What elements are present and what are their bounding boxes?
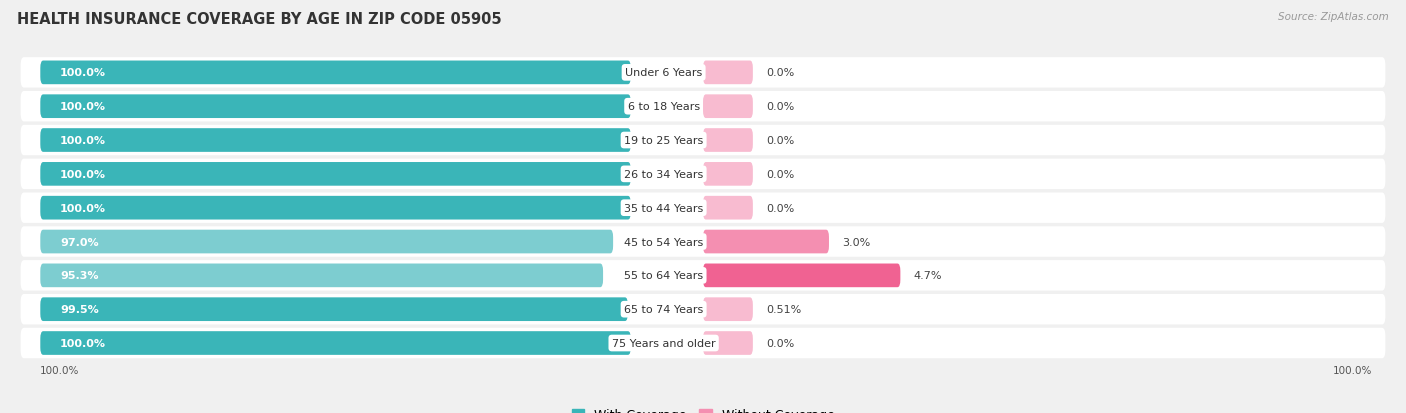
FancyBboxPatch shape [703,230,830,254]
FancyBboxPatch shape [21,227,1385,257]
Text: 19 to 25 Years: 19 to 25 Years [624,136,703,146]
FancyBboxPatch shape [21,126,1385,156]
Text: 0.51%: 0.51% [766,304,801,314]
Text: 45 to 54 Years: 45 to 54 Years [624,237,703,247]
Text: 26 to 34 Years: 26 to 34 Years [624,169,703,179]
Text: 97.0%: 97.0% [60,237,98,247]
FancyBboxPatch shape [703,331,752,355]
FancyBboxPatch shape [21,193,1385,223]
Text: 100.0%: 100.0% [60,338,105,348]
Text: 100.0%: 100.0% [60,169,105,179]
FancyBboxPatch shape [703,298,752,321]
FancyBboxPatch shape [41,230,613,254]
FancyBboxPatch shape [21,159,1385,190]
Text: 65 to 74 Years: 65 to 74 Years [624,304,703,314]
FancyBboxPatch shape [703,62,752,85]
Text: 55 to 64 Years: 55 to 64 Years [624,271,703,281]
FancyBboxPatch shape [703,95,752,119]
Text: 0.0%: 0.0% [766,68,794,78]
Text: 4.7%: 4.7% [914,271,942,281]
FancyBboxPatch shape [21,92,1385,122]
FancyBboxPatch shape [703,264,900,287]
FancyBboxPatch shape [703,196,752,220]
Text: 0.0%: 0.0% [766,102,794,112]
FancyBboxPatch shape [703,129,752,152]
FancyBboxPatch shape [41,298,628,321]
FancyBboxPatch shape [41,331,631,355]
FancyBboxPatch shape [41,62,631,85]
Text: 95.3%: 95.3% [60,271,98,281]
Text: 0.0%: 0.0% [766,136,794,146]
Text: HEALTH INSURANCE COVERAGE BY AGE IN ZIP CODE 05905: HEALTH INSURANCE COVERAGE BY AGE IN ZIP … [17,12,502,27]
FancyBboxPatch shape [41,196,631,220]
Text: 99.5%: 99.5% [60,304,98,314]
Text: 100.0%: 100.0% [60,136,105,146]
FancyBboxPatch shape [21,58,1385,88]
Text: 100.0%: 100.0% [1333,365,1372,375]
Text: 100.0%: 100.0% [60,102,105,112]
Text: 100.0%: 100.0% [41,365,80,375]
FancyBboxPatch shape [41,264,603,287]
FancyBboxPatch shape [21,328,1385,358]
Text: 0.0%: 0.0% [766,169,794,179]
FancyBboxPatch shape [41,129,631,152]
FancyBboxPatch shape [703,163,752,186]
Text: Source: ZipAtlas.com: Source: ZipAtlas.com [1278,12,1389,22]
FancyBboxPatch shape [21,294,1385,325]
Text: 35 to 44 Years: 35 to 44 Years [624,203,703,213]
FancyBboxPatch shape [41,163,631,186]
Text: Under 6 Years: Under 6 Years [626,68,702,78]
Text: 0.0%: 0.0% [766,203,794,213]
Text: 100.0%: 100.0% [60,203,105,213]
Text: 6 to 18 Years: 6 to 18 Years [627,102,700,112]
Text: 100.0%: 100.0% [60,68,105,78]
Text: 3.0%: 3.0% [842,237,870,247]
Text: 0.0%: 0.0% [766,338,794,348]
FancyBboxPatch shape [41,95,631,119]
Text: 75 Years and older: 75 Years and older [612,338,716,348]
FancyBboxPatch shape [21,261,1385,291]
Legend: With Coverage, Without Coverage: With Coverage, Without Coverage [567,404,839,413]
